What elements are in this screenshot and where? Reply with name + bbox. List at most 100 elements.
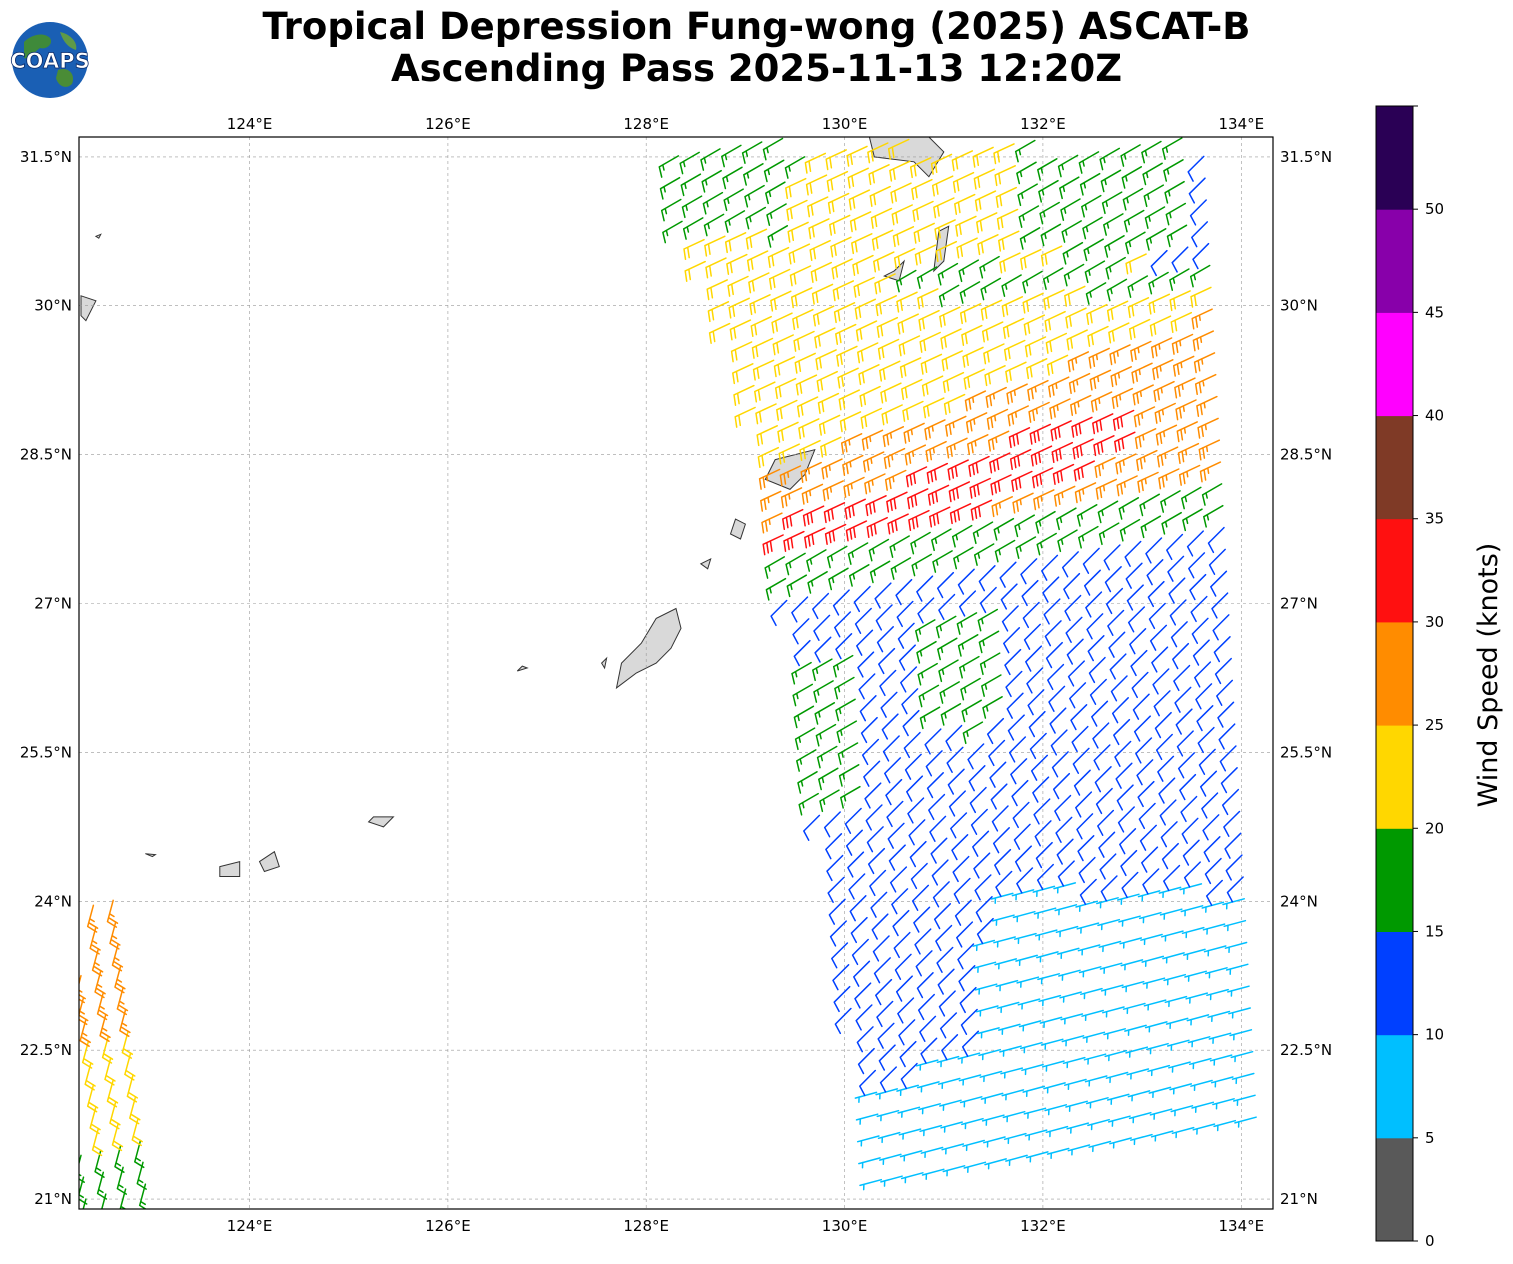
- wind-barb: [902, 709, 920, 737]
- wind-barb: [1165, 202, 1187, 226]
- wind-barb: [1034, 929, 1058, 941]
- lat-tick-label-right: 30°N: [1280, 297, 1318, 315]
- wind-barb: [1036, 532, 1057, 556]
- wind-barb: [985, 386, 1007, 408]
- wind-barb: [980, 1092, 1004, 1104]
- wind-barb: [705, 257, 727, 279]
- wind-barb: [1174, 377, 1196, 399]
- wind-barb: [991, 496, 1013, 518]
- wind-barb: [765, 577, 787, 601]
- colorbar-tick-label: 20: [1425, 819, 1444, 837]
- wind-barb: [1164, 180, 1185, 204]
- wind-barb: [891, 204, 913, 226]
- wind-barb: [853, 960, 871, 987]
- wind-barb: [1037, 158, 1058, 181]
- wind-barb: [1047, 663, 1065, 691]
- wind-barb: [1043, 1082, 1066, 1094]
- wind-barb: [1121, 871, 1139, 899]
- wind-barb: [1140, 933, 1163, 946]
- wind-barb: [981, 321, 1004, 343]
- wind-barb: [1077, 835, 1095, 862]
- wind-barb: [1026, 358, 1048, 380]
- wind-barb: [1097, 809, 1115, 836]
- wind-barb: [1070, 394, 1092, 416]
- wind-barb: [919, 1124, 943, 1137]
- wind-barb: [1194, 661, 1212, 688]
- wind-barb: [1094, 766, 1112, 793]
- wind-barb: [1127, 1090, 1151, 1102]
- wind-barb: [1159, 908, 1183, 920]
- wind-barb: [1120, 144, 1141, 167]
- colorbar-tick-label: 10: [1425, 1026, 1444, 1044]
- colorbar-bin: [1376, 931, 1413, 1036]
- wind-barb: [911, 553, 933, 577]
- wind-barb: [1038, 994, 1062, 1007]
- wind-barb: [946, 437, 968, 459]
- wind-barb: [1114, 431, 1136, 453]
- wind-barb: [978, 565, 996, 592]
- wind-barb: [826, 170, 849, 193]
- lat-tick-label-left: 27°N: [34, 595, 72, 613]
- colorbar-bin: [1376, 209, 1413, 313]
- wind-barb: [680, 173, 702, 197]
- wind-barb: [1190, 286, 1212, 308]
- wind-barb: [119, 1008, 131, 1037]
- wind-barb: [1045, 1125, 1069, 1138]
- wind-barb: [1225, 963, 1249, 975]
- wind-barb: [959, 1096, 983, 1108]
- logo-text: COAPS: [10, 49, 89, 73]
- wind-barb: [1122, 1002, 1146, 1015]
- wind-barb: [1029, 732, 1047, 760]
- wind-barb: [892, 909, 910, 937]
- lat-tick-label-left: 21°N: [34, 1190, 72, 1208]
- wind-barb: [909, 157, 932, 179]
- colorbar-bin: [1376, 1137, 1413, 1242]
- wind-barb: [875, 1088, 899, 1100]
- wind-barb: [998, 230, 1020, 252]
- wind-barb: [780, 487, 803, 509]
- wind-barb: [871, 229, 894, 251]
- wind-barb: [973, 961, 997, 973]
- wind-barb: [790, 287, 813, 309]
- wind-barb: [1202, 923, 1226, 935]
- wind-barb: [701, 169, 722, 193]
- wind-barb: [828, 898, 846, 925]
- wind-barb: [1169, 599, 1187, 626]
- wind-barb: [762, 534, 784, 556]
- wind-barb: [938, 593, 956, 621]
- island-outline: [729, 518, 747, 540]
- wind-barb: [1054, 904, 1078, 916]
- wind-barb: [1071, 416, 1093, 438]
- wind-barb: [1053, 882, 1077, 894]
- wind-barb: [959, 281, 981, 304]
- wind-barb: [990, 892, 1014, 904]
- wind-barb: [856, 1026, 874, 1053]
- wind-barb: [1041, 554, 1059, 581]
- wind-barb: [862, 451, 885, 473]
- wind-barb: [1052, 772, 1071, 800]
- wind-barb: [923, 397, 945, 419]
- wind-barb: [758, 468, 781, 490]
- wind-barb: [1095, 478, 1118, 500]
- wind-barb: [1212, 614, 1230, 641]
- wind-barb: [1120, 959, 1144, 971]
- wind-barb: [854, 1091, 878, 1103]
- wind-barb: [1019, 227, 1041, 250]
- wind-barb: [826, 545, 848, 569]
- wind-barb: [1022, 1085, 1046, 1098]
- wind-barb: [1130, 1133, 1153, 1146]
- wind-barb: [911, 884, 930, 911]
- wind-barb: [917, 662, 938, 686]
- wind-barb: [951, 150, 974, 172]
- wind-barb: [840, 433, 863, 455]
- wind-barb: [1089, 369, 1112, 391]
- wind-barb: [1012, 492, 1034, 514]
- wind-barb: [1067, 660, 1085, 687]
- wind-barb: [1232, 1094, 1256, 1106]
- wind-barb: [1003, 339, 1026, 361]
- wind-barb: [979, 652, 1001, 676]
- wind-barb: [855, 1004, 873, 1031]
- wind-barb: [86, 904, 99, 933]
- wind-barb: [1116, 475, 1138, 497]
- wind-barb: [1142, 977, 1166, 989]
